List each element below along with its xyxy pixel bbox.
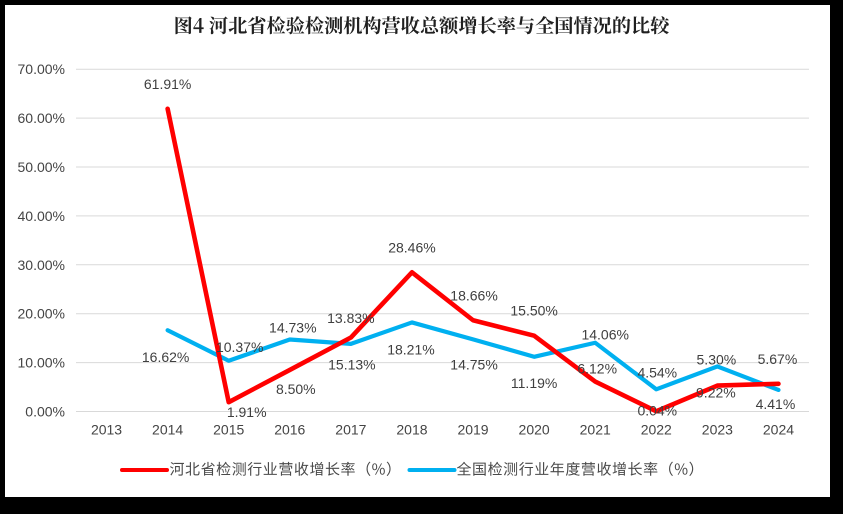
- x-axis-tick-label: 2017: [335, 422, 366, 438]
- data-label-hebei: 9.22%: [696, 385, 736, 401]
- legend-label-national: 全国检测行业年度营收增长率（%）: [457, 459, 705, 480]
- x-axis-tick-label: 2015: [213, 422, 244, 438]
- chart-title: 图4 河北省检验检测机构营收总额增长率与全国情况的比较: [174, 12, 672, 39]
- data-label-hebei: 18.66%: [450, 287, 497, 303]
- x-axis-tick-label: 2014: [152, 422, 183, 438]
- data-label-hebei: 6.12%: [577, 361, 617, 377]
- data-label-national: 14.06%: [581, 327, 628, 343]
- data-label-national: 11.19%: [511, 375, 557, 391]
- x-axis-tick-label: 2023: [702, 422, 733, 438]
- gridlines-group: [76, 68, 809, 412]
- data-label-national: 5.30%: [697, 351, 737, 367]
- data-label-hebei: 15.13%: [328, 357, 375, 373]
- data-label-national: 16.62%: [142, 349, 189, 365]
- x-axis-tick-label: 2013: [91, 422, 122, 438]
- data-label-national: 10.37%: [216, 339, 263, 355]
- legend-item-national[interactable]: 全国检测行业年度营收增长率（%）: [407, 459, 705, 480]
- data-label-national: 14.75%: [450, 356, 497, 372]
- series-line-hebei[interactable]: [165, 106, 781, 414]
- y-axis-tick-label: 70.00%: [18, 61, 65, 77]
- data-label-national: 18.21%: [387, 341, 434, 357]
- data-label-hebei: 0.04%: [637, 402, 677, 418]
- y-axis-tick-label: 60.00%: [18, 110, 65, 126]
- x-axis-tick-label: 2024: [763, 422, 794, 438]
- data-label-national: 4.54%: [637, 364, 677, 380]
- data-label-national: 13.83%: [327, 310, 374, 326]
- y-axis-tick-label: 30.00%: [18, 257, 65, 273]
- data-label-hebei: 61.91%: [144, 76, 191, 92]
- x-axis-tick-label: 2018: [396, 422, 427, 438]
- data-labels-group: 61.91% 1.91% 8.50% 15.13% 28.46% 18.66% 15.50%…: [142, 76, 797, 420]
- data-label-hebei: 8.50%: [276, 381, 316, 397]
- legend-item-hebei[interactable]: 河北省检测行业营收增长率（%）: [120, 459, 402, 480]
- x-axis-tick-labels: 2013 2014 2015 2016 2017 2018 2019 2020 2021 2022…: [91, 422, 794, 438]
- y-axis-tick-label: 50.00%: [18, 159, 65, 175]
- x-axis-tick-label: 2016: [274, 422, 305, 438]
- series-line-national[interactable]: [165, 320, 781, 393]
- x-axis-tick-label: 2022: [641, 422, 672, 438]
- x-axis-tick-label: 2019: [457, 422, 488, 438]
- data-label-hebei: 15.50%: [510, 303, 557, 319]
- series-lines-group: [165, 106, 781, 414]
- x-axis-tick-label: 2021: [580, 422, 611, 438]
- data-label-hebei: 1.91%: [227, 404, 267, 420]
- data-label-hebei: 5.67%: [758, 351, 798, 367]
- y-axis-tick-label: 10.00%: [18, 355, 65, 371]
- data-label-hebei: 28.46%: [388, 239, 435, 255]
- y-axis-tick-labels: 0.00% 10.00% 20.00% 30.00% 40.00% 50.00% 60.00…: [18, 61, 65, 419]
- y-axis-tick-label: 40.00%: [18, 208, 65, 224]
- legend-label-hebei: 河北省检测行业营收增长率（%）: [170, 459, 402, 480]
- legend: 河北省检测行业营收增长率（%） 全国检测行业年度营收增长率（%）: [120, 459, 705, 480]
- data-label-national: 4.41%: [756, 396, 796, 412]
- chart-background: [5, 5, 830, 497]
- y-axis-tick-label: 20.00%: [18, 306, 65, 322]
- x-axis-tick-label: 2020: [519, 422, 550, 438]
- y-axis-tick-label: 0.00%: [25, 404, 65, 420]
- data-label-national: 14.73%: [269, 319, 316, 335]
